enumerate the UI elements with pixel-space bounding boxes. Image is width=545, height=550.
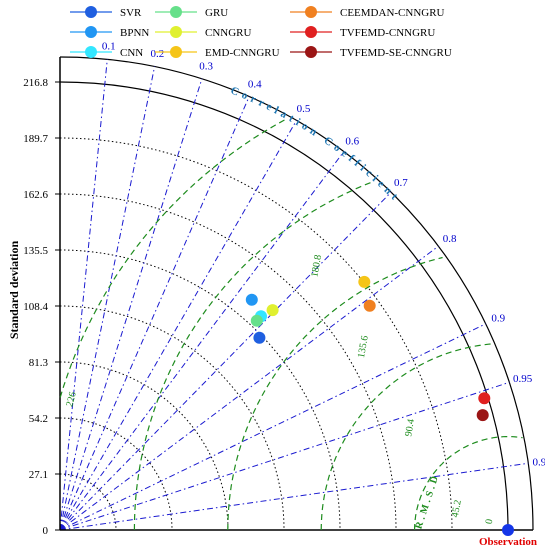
legend-label: TVFEMD-CNNGRU <box>340 27 435 39</box>
legend-label: TVFEMD-SE-CNNGRU <box>340 47 452 59</box>
rmsd-tick-label: 0 <box>484 518 496 525</box>
std-arc <box>59 305 285 531</box>
correlation-tick-label: 0.4 <box>248 79 262 91</box>
rmsd-arc <box>414 436 523 530</box>
std-tick-label: 27.1 <box>29 469 48 481</box>
rmsd-arc <box>320 343 494 531</box>
std-arc <box>59 193 397 531</box>
legend-marker <box>85 46 97 58</box>
model-point <box>266 304 279 317</box>
std-tick-label: 0 <box>43 525 49 537</box>
correlation-title: Correlation Coefficient <box>229 84 403 205</box>
model-point <box>358 275 371 288</box>
legend-marker <box>305 46 317 58</box>
legend-marker <box>85 26 97 38</box>
correlation-line <box>59 120 297 531</box>
std-arc <box>59 361 229 531</box>
correlation-tick-label: 0.99 <box>533 456 545 468</box>
std-tick-label: 216.8 <box>23 77 48 89</box>
legend-marker <box>305 6 317 18</box>
rmsd-tick-label: 45.2 <box>450 499 464 518</box>
model-point <box>253 331 266 344</box>
correlation-line <box>59 323 486 531</box>
legend-label: BPNN <box>120 27 149 39</box>
correlation-tick-label: 0.9 <box>491 313 505 325</box>
correlation-tick-label: 0.2 <box>151 48 165 60</box>
observation-point <box>502 524 514 536</box>
legend-label: EMD-CNNGRU <box>205 47 280 59</box>
model-point <box>478 392 491 405</box>
legend-marker <box>85 6 97 18</box>
rmsd-arc <box>227 256 443 531</box>
correlation-tick-label: 0.8 <box>443 233 457 245</box>
rmsd-tick-label: 135.6 <box>356 335 371 359</box>
grid-layer <box>59 56 534 531</box>
correlation-line <box>59 381 510 531</box>
rmsd-title: R.M.S.D <box>413 472 441 531</box>
legend-marker <box>170 6 182 18</box>
correlation-line <box>59 78 203 531</box>
observation-label: Observation <box>479 536 537 548</box>
rmsd-arc <box>59 119 286 398</box>
correlation-tick-label: 0.95 <box>513 373 533 385</box>
rmsd-tick-label: 180.8 <box>309 254 324 278</box>
y-axis-label: Standard deviation <box>7 240 21 339</box>
axis-layer: Standard deviation <box>7 240 21 339</box>
correlation-tick-label: 0.1 <box>102 40 116 52</box>
rmsd-arc <box>133 180 375 531</box>
std-tick-label: 135.5 <box>23 245 48 257</box>
correlation-line <box>59 59 108 531</box>
std-tick-label: 108.4 <box>23 301 48 313</box>
rmsd-tick-label: 90.4 <box>403 418 417 437</box>
correlation-title-path <box>230 93 460 285</box>
std-tick-label: 81.3 <box>29 357 49 369</box>
correlation-line <box>59 191 392 531</box>
legend-marker <box>170 46 182 58</box>
std-arc <box>59 249 341 531</box>
model-point <box>363 299 376 312</box>
legend-label: SVR <box>120 7 142 19</box>
correlation-line <box>59 66 156 531</box>
std-tick-label: 162.6 <box>23 189 48 201</box>
correlation-tick-label: 0.3 <box>199 60 213 72</box>
legend-label: CNN <box>120 47 143 59</box>
model-point <box>245 293 258 306</box>
legend-label: CNNGRU <box>205 27 252 39</box>
std-tick-label: 54.2 <box>29 413 48 425</box>
std-arc <box>59 417 173 531</box>
std-tick-label: 189.7 <box>23 133 48 145</box>
legend: SVRBPNNCNNGRUCNNGRUEMD-CNNGRUCEEMDAN-CNN… <box>70 6 452 59</box>
legend-label: CEEMDAN-CNNGRU <box>340 7 445 19</box>
correlation-line <box>59 462 529 531</box>
model-point <box>476 409 489 422</box>
std-arc <box>59 81 509 531</box>
correlation-line <box>59 245 439 531</box>
correlation-line <box>59 151 345 531</box>
rmsd-tick-label: 226 <box>64 391 79 408</box>
correlation-tick-label: 0.5 <box>297 103 311 115</box>
point-layer <box>245 275 514 536</box>
legend-marker <box>170 26 182 38</box>
correlation-line <box>59 96 250 531</box>
legend-label: GRU <box>205 7 228 19</box>
correlation-tick-label: 0.7 <box>394 177 408 189</box>
legend-marker <box>305 26 317 38</box>
correlation-tick-label: 0.6 <box>345 135 359 147</box>
std-arc <box>59 473 117 531</box>
outer-boundary <box>59 56 534 531</box>
model-point <box>250 314 263 327</box>
